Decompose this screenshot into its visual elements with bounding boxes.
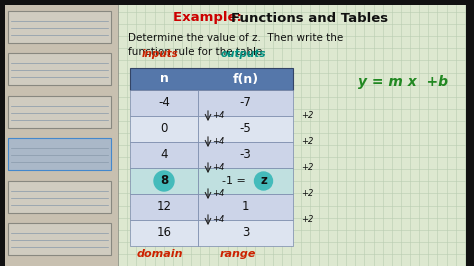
Text: +2: +2 (301, 111, 313, 120)
Text: 1: 1 (242, 201, 249, 214)
Text: 16: 16 (156, 227, 172, 239)
Text: f(n): f(n) (232, 73, 258, 85)
Bar (198, 194, 293, 220)
Bar (0, 0, 5, 266)
Text: inputs: inputs (142, 49, 178, 59)
Text: range: range (220, 249, 256, 259)
Bar (198, 90, 293, 116)
Text: -3: -3 (240, 148, 251, 161)
Text: +4: +4 (212, 138, 224, 147)
Text: n: n (160, 73, 168, 85)
Text: 0: 0 (160, 123, 168, 135)
Bar (130, 168, 198, 194)
Text: Functions and Tables: Functions and Tables (231, 11, 388, 24)
Text: +2: +2 (301, 215, 313, 225)
Text: +2: +2 (301, 138, 313, 147)
Text: -4: -4 (158, 97, 170, 110)
Text: +2: +2 (301, 189, 313, 198)
Bar (130, 68, 293, 90)
Text: outputs: outputs (220, 49, 266, 59)
Bar (198, 142, 293, 168)
Bar (8, 138, 111, 170)
Text: +4: +4 (212, 111, 224, 120)
Text: -1 =: -1 = (221, 176, 246, 186)
Bar (198, 220, 293, 246)
Text: +4: +4 (212, 215, 224, 225)
Bar (198, 116, 293, 142)
Bar (8, 96, 111, 128)
Text: 8: 8 (160, 174, 168, 188)
Bar (130, 220, 198, 246)
Text: +2: +2 (301, 164, 313, 172)
Bar (8, 11, 111, 43)
Circle shape (255, 172, 273, 190)
Bar (466, 0, 474, 266)
Text: Determine the value of z.  Then write the: Determine the value of z. Then write the (128, 33, 343, 43)
Bar (8, 181, 111, 213)
Text: z: z (260, 174, 267, 188)
Text: 3: 3 (242, 227, 249, 239)
Bar (198, 168, 293, 194)
Text: +4: +4 (212, 189, 224, 198)
Bar (130, 90, 198, 116)
Text: y = m x  +b: y = m x +b (358, 75, 448, 89)
Circle shape (154, 171, 174, 191)
Text: -7: -7 (239, 97, 251, 110)
Bar (130, 142, 198, 168)
Bar (130, 194, 198, 220)
Text: function rule for the table.: function rule for the table. (128, 47, 266, 57)
Text: 4: 4 (160, 148, 168, 161)
Bar (130, 116, 198, 142)
Bar (0, 0, 474, 5)
Text: 12: 12 (156, 201, 172, 214)
Text: Example:: Example: (173, 11, 246, 24)
Bar (118, 0, 474, 266)
Bar (5, 0, 118, 266)
Text: domain: domain (137, 249, 183, 259)
Bar (8, 223, 111, 255)
Text: -5: -5 (240, 123, 251, 135)
Text: +4: +4 (212, 164, 224, 172)
Bar (8, 53, 111, 85)
